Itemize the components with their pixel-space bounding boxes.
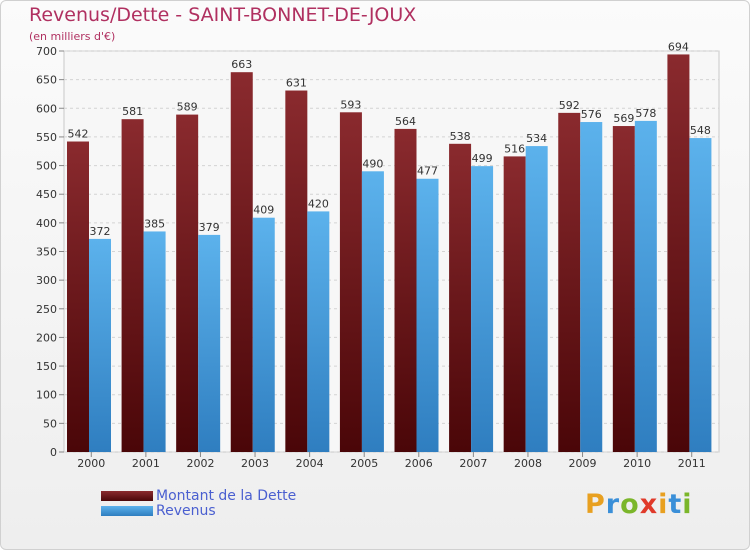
bar-dette [230,72,253,453]
data-label: 578 [635,107,656,120]
y-tick-label: 550 [36,131,57,144]
bar-revenus [252,217,275,452]
bar-dette [667,54,690,453]
logo-letter: r [605,489,621,520]
logo-letter: o [620,489,640,520]
data-label: 409 [253,204,274,217]
legend-swatch [101,506,153,516]
x-tick-label: 2007 [459,457,487,470]
bar-revenus [580,122,603,452]
y-tick-label: 250 [36,303,57,316]
y-tick-label: 600 [36,102,57,115]
bar-revenus [634,120,657,452]
bar-revenus [471,166,494,452]
data-label: 694 [668,40,689,53]
data-label: 581 [122,105,143,118]
x-tick-label: 2003 [241,457,269,470]
data-label: 569 [613,112,634,125]
y-tick-label: 100 [36,389,57,402]
bar-revenus [198,234,221,452]
x-tick-label: 2002 [186,457,214,470]
x-tick-label: 2000 [77,457,105,470]
bar-revenus [307,211,330,452]
bar-dette [503,156,526,453]
bar-dette [558,112,581,453]
bar-dette [339,112,362,452]
data-label: 593 [340,98,361,111]
data-label: 564 [395,115,416,128]
bar-dette [449,143,472,452]
data-label: 631 [286,77,307,90]
proxiti-logo: Proxiti [585,489,693,520]
data-label: 379 [199,221,220,234]
logo-letter: i [658,489,669,520]
y-tick-label: 200 [36,331,57,344]
x-tick-label: 2008 [514,457,542,470]
y-tick-label: 500 [36,160,57,173]
y-tick-label: 450 [36,188,57,201]
logo-letter: x [639,489,659,520]
data-label: 499 [472,152,493,165]
bar-dette [285,90,308,452]
logo-letter: t [668,489,683,520]
y-tick-label: 400 [36,217,57,230]
bar-dette [121,119,144,453]
y-tick-label: 50 [43,417,57,430]
data-label: 542 [68,128,89,141]
logo-letter: P [585,489,606,520]
data-label: 576 [581,108,602,121]
chart-title: Revenus/Dette - SAINT-BONNET-DE-JOUX [29,4,417,26]
bar-revenus [89,238,111,452]
y-tick-label: 650 [36,74,57,87]
y-tick-label: 0 [50,446,57,459]
bar-revenus [361,171,384,453]
data-label: 548 [690,124,711,137]
x-tick-label: 2001 [132,457,160,470]
data-label: 663 [231,58,252,71]
x-tick-label: 2010 [623,457,651,470]
x-tick-label: 2006 [405,457,433,470]
data-label: 538 [450,130,471,143]
y-tick-label: 350 [36,246,57,259]
data-label: 420 [308,197,329,210]
data-label: 592 [559,99,580,112]
y-tick-label: 700 [36,45,57,58]
legend-label: Montant de la Dette [156,488,297,504]
bar-revenus [416,178,439,453]
legend-swatch [101,491,153,501]
bar-revenus [143,231,166,452]
bar-dette [394,128,417,452]
data-label: 372 [90,225,111,238]
data-label: 589 [177,101,198,114]
bar-revenus [525,146,548,452]
legend-label: Revenus [156,503,216,519]
bar-revenus [689,138,712,452]
x-tick-label: 2009 [569,457,597,470]
chart-subtitle: (en milliers d'€) [29,30,116,43]
data-label: 534 [526,132,547,145]
y-tick-label: 150 [36,360,57,373]
logo-letter: i [682,489,693,520]
data-label: 490 [362,157,383,170]
x-tick-label: 2004 [296,457,324,470]
x-tick-label: 2011 [678,457,706,470]
x-tick-label: 2005 [350,457,378,470]
y-tick-label: 300 [36,274,57,287]
data-label: 385 [144,217,165,230]
bar-dette [176,114,199,452]
data-label: 516 [504,142,525,155]
bar-dette [67,141,89,453]
bar-dette [612,126,635,453]
data-label: 477 [417,165,438,178]
